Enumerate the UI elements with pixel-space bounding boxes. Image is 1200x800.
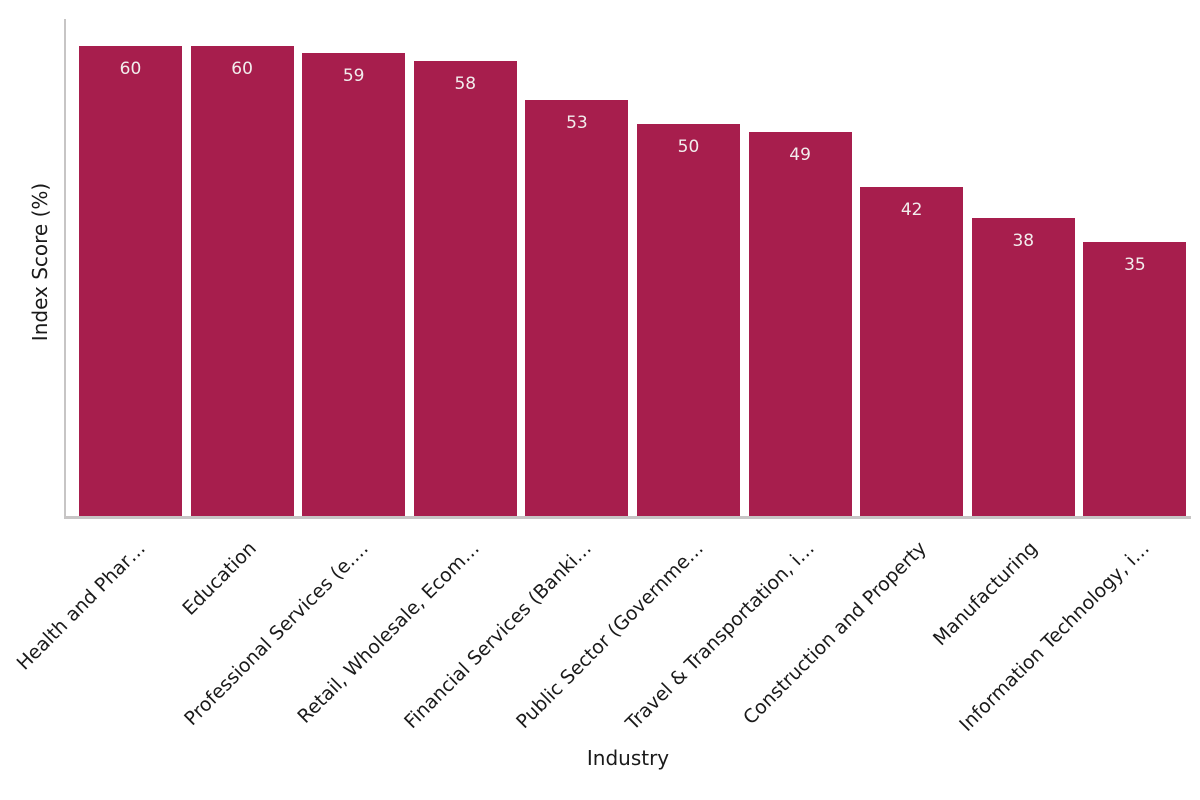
bar-value-label: 38 bbox=[1012, 231, 1035, 252]
bar-value-label: 60 bbox=[119, 58, 142, 79]
bar: 58 bbox=[413, 61, 517, 516]
bar-value-label: 49 bbox=[789, 144, 811, 165]
bar: 60 bbox=[79, 45, 182, 516]
x-axis-line bbox=[64, 516, 1191, 519]
bar-value-label: 50 bbox=[677, 137, 700, 157]
bar: 35 bbox=[1083, 241, 1187, 516]
bar-value-label: 58 bbox=[454, 74, 477, 95]
bar-value-label: 35 bbox=[1124, 254, 1146, 275]
bar-value-label: 53 bbox=[566, 113, 588, 134]
y-axis-line bbox=[64, 19, 66, 519]
bar: 59 bbox=[302, 53, 406, 516]
bar: 50 bbox=[637, 124, 740, 516]
bar-value-label: 60 bbox=[231, 58, 253, 79]
x-axis-title: Industry bbox=[586, 746, 670, 770]
y-axis-title: Index Score (%) bbox=[28, 182, 52, 342]
x-tick-label: Education bbox=[178, 537, 261, 620]
bar-value-label: 42 bbox=[900, 199, 923, 220]
bar: 49 bbox=[748, 131, 852, 516]
bar: 53 bbox=[525, 100, 629, 516]
bar: 38 bbox=[971, 218, 1075, 516]
bar-value-label: 59 bbox=[342, 66, 365, 87]
bar: 42 bbox=[860, 186, 964, 516]
bar: 60 bbox=[190, 45, 294, 516]
